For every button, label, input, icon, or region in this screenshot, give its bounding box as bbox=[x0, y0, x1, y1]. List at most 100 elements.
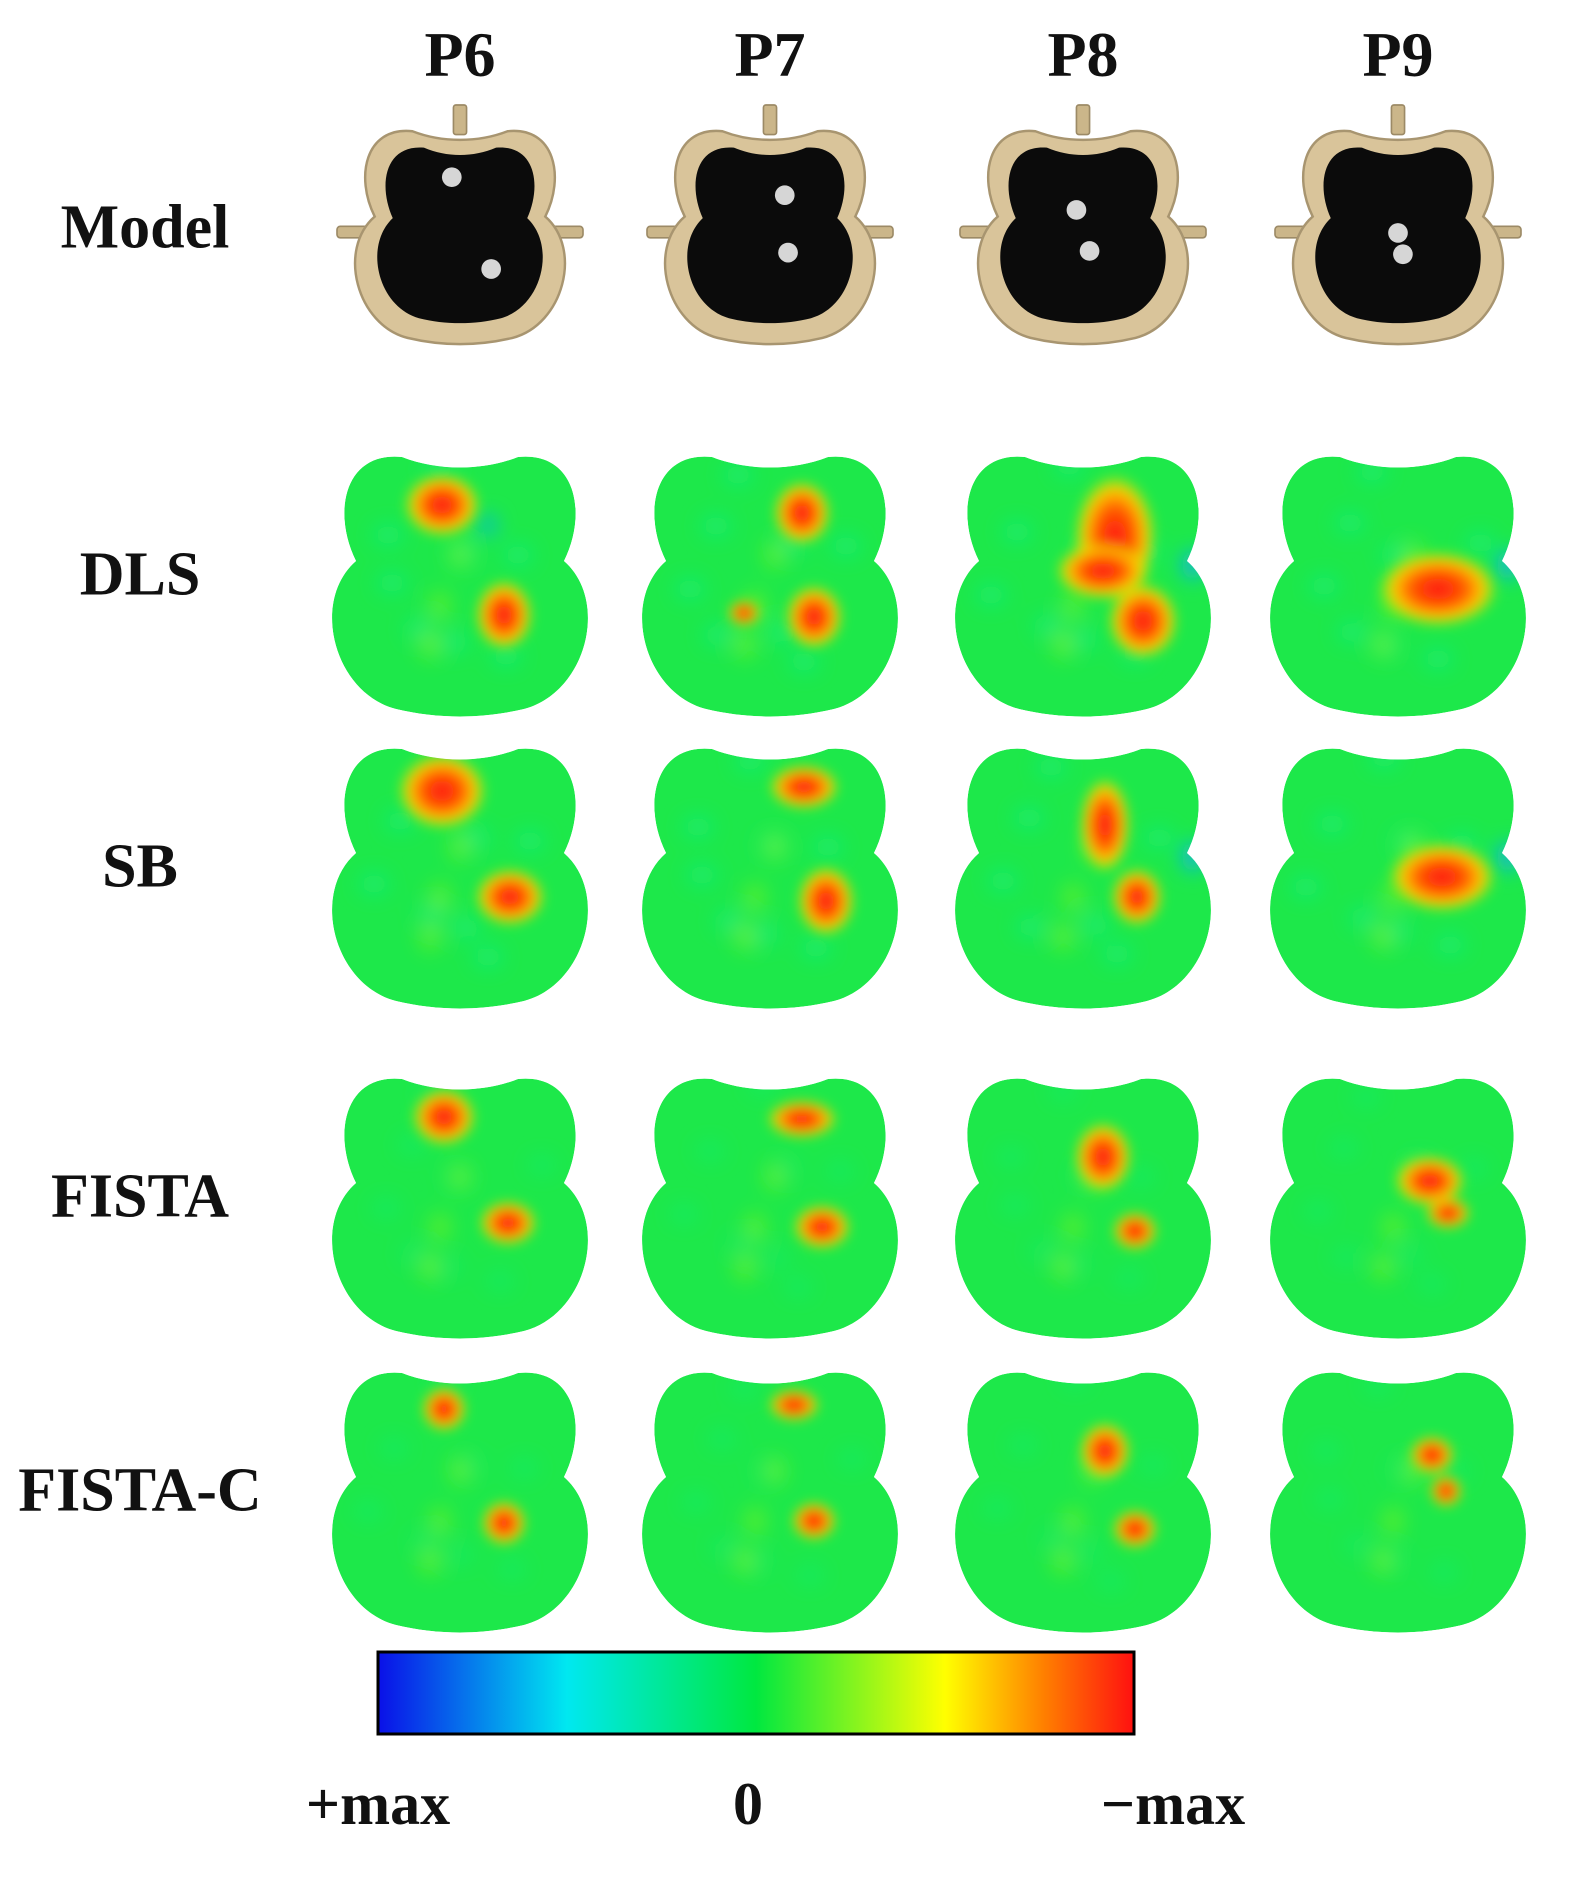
row-label-fista: FISTA bbox=[50, 1162, 230, 1231]
colorbar-label-positive-max: +max bbox=[305, 1771, 451, 1837]
artifact-blob bbox=[1059, 1501, 1087, 1541]
low-contrast-blob bbox=[995, 516, 1039, 548]
low-contrast-blob bbox=[366, 519, 410, 551]
inclusion-2 bbox=[778, 242, 798, 263]
artifact-blob bbox=[1049, 625, 1077, 665]
low-contrast-blob bbox=[1428, 929, 1472, 961]
negative-artifact bbox=[1179, 839, 1207, 875]
low-contrast-blob bbox=[676, 811, 720, 843]
hot-spot-2 bbox=[481, 1500, 527, 1546]
artifact-blob bbox=[446, 827, 474, 867]
hot-spot-1 bbox=[412, 1088, 476, 1146]
inclusion-2 bbox=[481, 259, 501, 279]
low-contrast-blob bbox=[508, 825, 552, 857]
hot-spot-2 bbox=[785, 585, 843, 649]
artifact-blob bbox=[731, 1247, 759, 1287]
artifact-blob bbox=[1369, 1247, 1397, 1287]
top-connector bbox=[1390, 104, 1406, 136]
recon-dls-p8 bbox=[955, 456, 1211, 717]
hot-spot-1 bbox=[403, 473, 481, 537]
tank-interior bbox=[1000, 147, 1166, 324]
low-contrast-blob bbox=[1344, 1081, 1388, 1113]
low-contrast-blob bbox=[1336, 1529, 1380, 1561]
artifact-blob bbox=[1379, 1207, 1407, 1247]
low-contrast-blob bbox=[444, 912, 488, 944]
low-contrast-blob bbox=[1458, 527, 1502, 559]
low-contrast-blob bbox=[806, 831, 850, 863]
hot-spot-1 bbox=[766, 1099, 838, 1139]
low-contrast-blob bbox=[1330, 616, 1374, 648]
low-contrast-blob bbox=[1284, 871, 1328, 903]
artifact-blob bbox=[1049, 1247, 1077, 1287]
hot-spot-2 bbox=[1055, 542, 1151, 600]
artifact-blob bbox=[446, 1451, 474, 1491]
low-contrast-blob bbox=[1047, 456, 1091, 482]
hot-spot-2 bbox=[1112, 1211, 1158, 1251]
artifact-blob bbox=[1049, 917, 1077, 957]
artifact-blob bbox=[1059, 877, 1087, 917]
artifact-blob bbox=[761, 1157, 789, 1197]
negative-artifact bbox=[1494, 547, 1522, 583]
low-contrast-blob bbox=[975, 1492, 1019, 1524]
low-contrast-blob bbox=[1362, 748, 1406, 774]
low-contrast-blob bbox=[688, 1135, 732, 1167]
hot-spot-1 bbox=[773, 481, 831, 545]
recon-dls-p9 bbox=[1270, 456, 1526, 717]
low-contrast-blob bbox=[1422, 1556, 1466, 1588]
low-contrast-blob bbox=[364, 1192, 408, 1224]
low-contrast-blob bbox=[438, 1539, 482, 1571]
low-contrast-blob bbox=[346, 1495, 390, 1527]
low-contrast-blob bbox=[1067, 1536, 1111, 1568]
low-contrast-blob bbox=[993, 1189, 1037, 1221]
low-contrast-blob bbox=[1350, 456, 1394, 488]
low-contrast-blob bbox=[1308, 1483, 1352, 1515]
low-contrast-blob bbox=[1053, 1372, 1097, 1395]
recon-fista-c-p6 bbox=[332, 1372, 588, 1633]
low-contrast-blob bbox=[372, 1432, 416, 1464]
low-contrast-blob bbox=[1001, 1429, 1045, 1461]
low-contrast-blob bbox=[370, 567, 414, 599]
hot-spot-2 bbox=[1111, 868, 1163, 926]
hot-spot-2 bbox=[474, 868, 546, 926]
recon-sb-p9 bbox=[1270, 748, 1526, 1009]
hot-spot-1 bbox=[1394, 1155, 1466, 1207]
artifact-blob bbox=[446, 1157, 474, 1197]
low-contrast-blob bbox=[830, 1443, 874, 1475]
artifact-blob bbox=[741, 877, 769, 917]
hot-spot-1 bbox=[421, 1386, 467, 1432]
inclusion-1 bbox=[1388, 223, 1408, 243]
hot-spot-1 bbox=[1377, 550, 1499, 628]
low-contrast-blob bbox=[1296, 1195, 1340, 1227]
hot-spot-2 bbox=[1425, 1197, 1471, 1229]
low-contrast-blob bbox=[1095, 938, 1139, 970]
artifact-blob bbox=[741, 1501, 769, 1541]
low-contrast-blob bbox=[776, 1271, 820, 1303]
artifact-blob bbox=[416, 1541, 444, 1581]
artifact-blob bbox=[426, 877, 454, 917]
negative-artifact bbox=[1494, 839, 1522, 875]
colorbar bbox=[376, 1650, 1136, 1736]
negative-artifact bbox=[478, 513, 498, 537]
low-contrast-blob bbox=[1073, 909, 1117, 941]
low-contrast-blob bbox=[1089, 1565, 1133, 1597]
model-row bbox=[336, 104, 1522, 346]
recon-fista-p6 bbox=[332, 1078, 588, 1339]
hot-spot-1 bbox=[397, 752, 487, 830]
hot-spot-2 bbox=[1430, 1475, 1462, 1507]
low-contrast-blob bbox=[1322, 1132, 1366, 1164]
low-contrast-blob bbox=[496, 539, 540, 571]
negative-artifact bbox=[1179, 547, 1207, 583]
row-label-fista-c: FISTA-C bbox=[18, 1456, 262, 1525]
low-contrast-blob bbox=[696, 619, 740, 651]
hot-spot-1 bbox=[768, 1389, 820, 1421]
inclusion-1 bbox=[774, 185, 795, 206]
artifact-blob bbox=[1379, 1501, 1407, 1541]
recon-fista-c-p8 bbox=[955, 1372, 1211, 1633]
low-contrast-blob bbox=[490, 1553, 534, 1585]
low-contrast-blob bbox=[1029, 751, 1073, 783]
recon-sb-p8 bbox=[955, 748, 1211, 1009]
hot-spot-2 bbox=[1112, 1509, 1158, 1549]
artifact-blob bbox=[1369, 917, 1397, 957]
low-contrast-blob bbox=[728, 748, 772, 777]
